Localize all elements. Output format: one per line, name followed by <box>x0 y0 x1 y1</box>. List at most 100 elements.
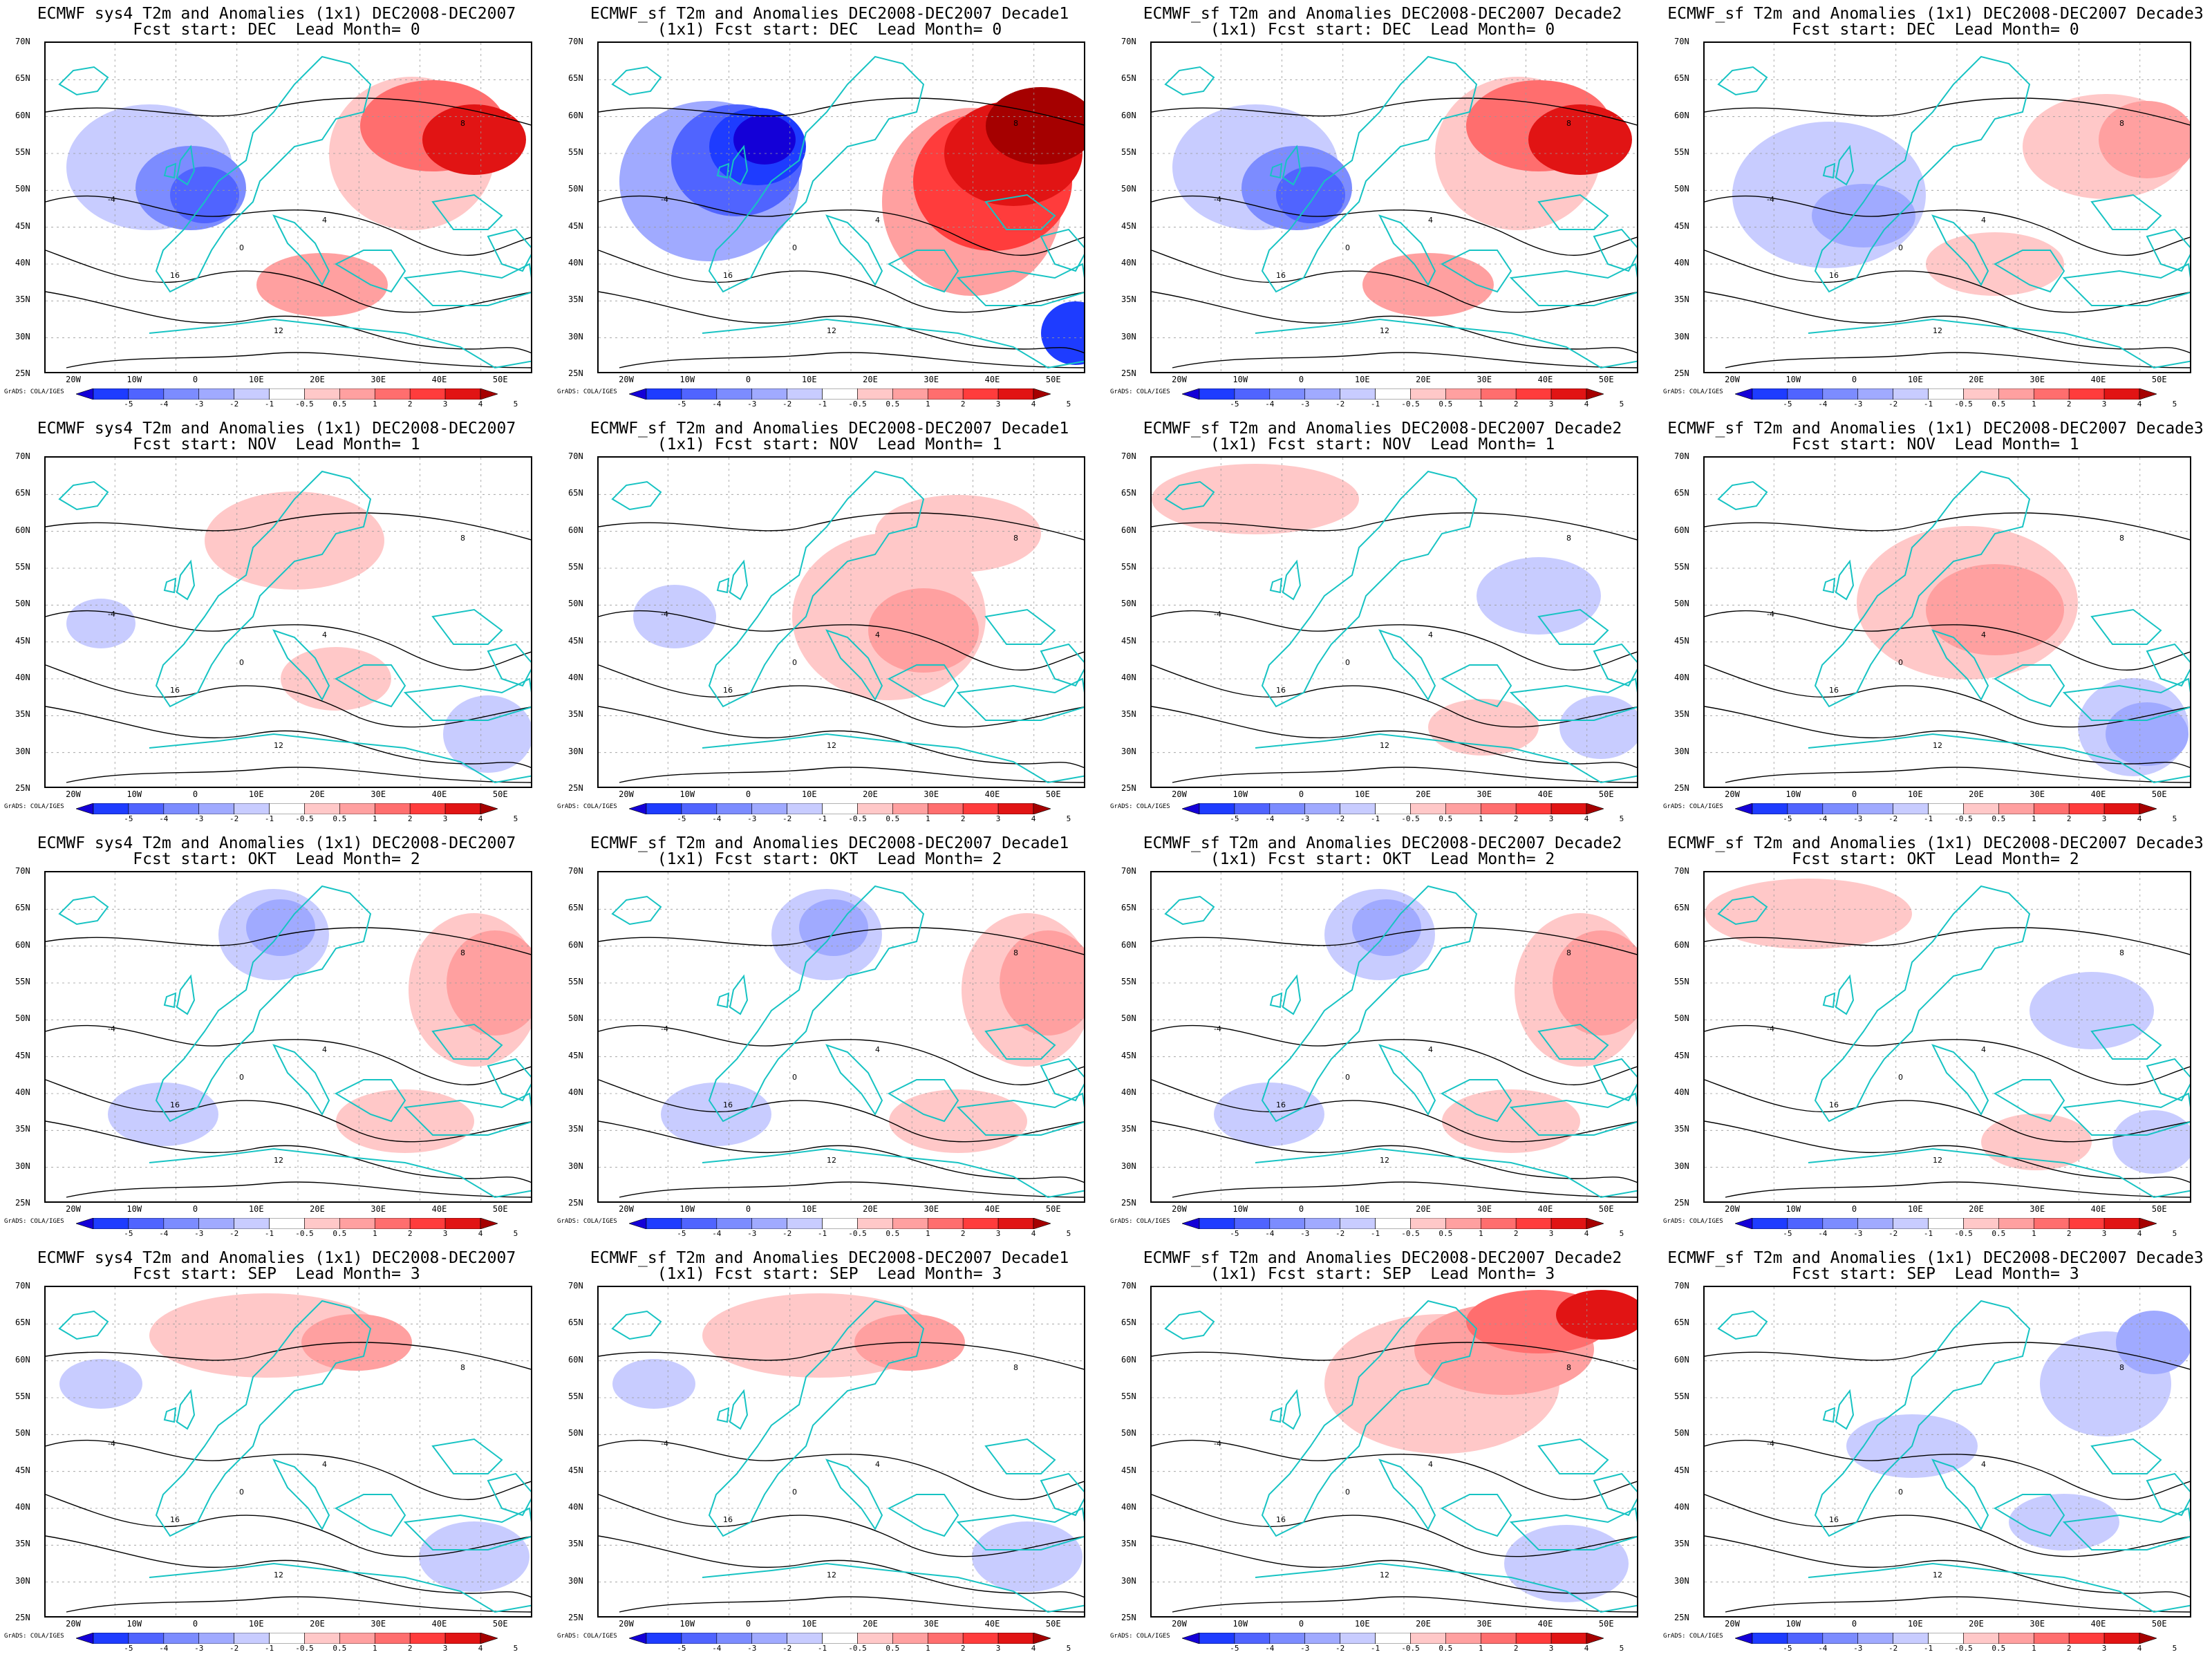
colorbar-label: 4 <box>478 400 483 409</box>
colorbar-swatch <box>1752 1218 1788 1229</box>
anomaly-region <box>1442 1089 1580 1153</box>
panel-title: ECMWF_sf T2m and Anomalies DEC2008-DEC20… <box>590 5 1069 23</box>
coastline <box>1282 974 1302 1015</box>
longitude-label: 30E <box>371 1619 386 1629</box>
colorbar-swatch <box>1586 803 1604 814</box>
colorbar-swatch <box>751 1633 787 1644</box>
longitude-label: 0 <box>1298 375 1304 384</box>
colorbar-swatch <box>1304 1633 1340 1644</box>
climatology-contour <box>1705 664 2190 728</box>
coastline <box>1261 885 1478 1123</box>
colorbar-label: -3 <box>1853 1229 1863 1238</box>
latitude-label: 55N <box>568 977 583 986</box>
colorbar-swatch <box>234 1633 270 1644</box>
coastline <box>155 55 372 293</box>
colorbar-swatch <box>198 388 234 400</box>
anomaly-region <box>108 1082 218 1146</box>
longitude-label: 30E <box>1477 375 1492 384</box>
colorbar-label: -3 <box>194 400 204 409</box>
contour-label: 16 <box>1829 1100 1839 1109</box>
coastline <box>149 733 531 784</box>
contour-label: 4 <box>875 216 880 225</box>
panel-title: ECMWF sys4 T2m and Anomalies (1x1) DEC20… <box>37 1249 516 1267</box>
colorbar-swatch <box>1928 388 1964 400</box>
colorbar-label: -2 <box>1888 1644 1898 1653</box>
colorbar-label: 1 <box>925 1229 930 1238</box>
colorbar-label: -5 <box>1783 1644 1792 1653</box>
colorbar-label: 0.5 <box>1991 400 2006 409</box>
colorbar-swatch <box>2139 1218 2157 1229</box>
coastline <box>1040 1058 1084 1102</box>
contour-label: 0 <box>239 658 244 667</box>
panel-title: ECMWF_sf T2m and Anomalies (1x1) DEC2008… <box>1667 5 2204 23</box>
contour-label: 12 <box>1933 1156 1942 1165</box>
longitude-label: 10W <box>1232 375 1248 384</box>
colorbar-label: 0.5 <box>885 1644 900 1653</box>
colorbar-swatch <box>444 388 481 400</box>
colorbar <box>1735 388 2157 400</box>
latitude-label: 65N <box>1121 903 1136 913</box>
colorbar-swatch <box>1375 388 1411 400</box>
coastline <box>729 1389 749 1430</box>
colorbar-label: 1 <box>372 1229 377 1238</box>
colorbar-label: -1 <box>1370 400 1380 409</box>
longitude-label: 20W <box>1725 1204 1740 1214</box>
grads-credit: GrADS: COLA/IGES <box>557 1218 617 1225</box>
climatology-contour <box>46 1121 531 1183</box>
colorbar-swatch <box>1182 1633 1200 1644</box>
longitude-label: 40E <box>1537 789 1553 799</box>
latitude-label: 55N <box>15 977 30 986</box>
coastline <box>431 608 503 645</box>
coastline <box>1993 250 2065 293</box>
coastline <box>1261 470 1478 708</box>
colorbar-label: -0.5 <box>1401 400 1420 409</box>
coastline <box>2062 1092 2190 1136</box>
colorbar-swatch <box>1515 388 1552 400</box>
anomaly-region <box>868 588 979 673</box>
longitude-label: 20W <box>619 1619 634 1629</box>
latitude-label: 30N <box>15 331 30 341</box>
map-frame: -4 0 4 8 12 16 <box>44 41 532 373</box>
colorbar-label: -3 <box>747 814 757 823</box>
coastline <box>1822 162 1836 179</box>
coastline <box>716 992 730 1009</box>
latitude-label: 25N <box>1121 1613 1136 1622</box>
climatology-contour <box>619 352 1084 368</box>
contour-label: 16 <box>170 271 180 280</box>
climatology-contour <box>599 195 1084 256</box>
latitude-label: 70N <box>568 451 583 461</box>
colorbar-label: -5 <box>124 1229 133 1238</box>
colorbar-label: -1 <box>264 1644 274 1653</box>
colorbar-swatch <box>1787 388 1824 400</box>
latitude-label: 70N <box>1674 451 1689 461</box>
colorbar-label: 4 <box>478 814 483 823</box>
coastline <box>1537 1438 1609 1474</box>
colorbar-label: -3 <box>747 1229 757 1238</box>
colorbar-label: 3 <box>442 1644 448 1653</box>
colorbar-swatch <box>1787 803 1824 814</box>
panel-subtitle: Fcst start: NOV Lead Month= 1 <box>133 435 420 453</box>
longitude-label: 50E <box>2151 1204 2167 1214</box>
colorbar-label: 2 <box>960 1644 966 1653</box>
coastline <box>58 895 109 926</box>
colorbar-label: -3 <box>194 1229 204 1238</box>
colorbar-swatch <box>374 1633 411 1644</box>
colorbar-swatch <box>128 1633 165 1644</box>
colorbar <box>1182 803 1604 814</box>
anomaly-region <box>170 167 239 223</box>
contour-label: 0 <box>792 658 797 667</box>
colorbar-label: -2 <box>229 814 239 823</box>
latitude-label: 70N <box>1121 37 1136 46</box>
anomaly-region <box>633 585 716 648</box>
colorbar-swatch <box>409 1633 446 1644</box>
latitude-label: 40N <box>568 1087 583 1097</box>
anomaly-map-13: -4 0 4 8 12 16 <box>46 1287 531 1616</box>
colorbar-swatch <box>1928 1218 1964 1229</box>
latitude-label: 65N <box>568 903 583 913</box>
colorbar-swatch <box>997 1633 1034 1644</box>
colorbar-swatch <box>1199 388 1235 400</box>
longitude-label: 50E <box>2151 375 2167 384</box>
colorbar-label: -1 <box>817 1644 827 1653</box>
coastline <box>334 1494 406 1537</box>
anomaly-map-12: -4 0 4 8 12 16 <box>1705 872 2190 1201</box>
